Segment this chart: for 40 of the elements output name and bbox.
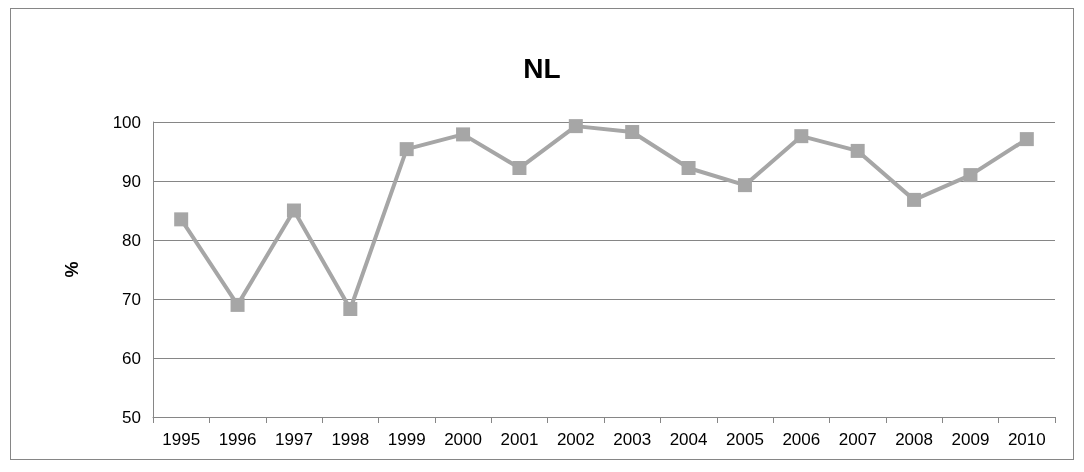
- point: [907, 192, 922, 207]
- point: [625, 125, 640, 140]
- x-tick-label: 2006: [782, 430, 821, 449]
- x-tick-label: 2007: [838, 430, 877, 449]
- y-tick-label: 70: [122, 289, 141, 309]
- point: [794, 129, 809, 144]
- x-tick-label: 1999: [387, 430, 426, 449]
- point: [512, 161, 527, 176]
- point: [568, 119, 583, 134]
- point: [456, 127, 471, 142]
- y-tick-label: 50: [122, 407, 141, 427]
- point: [343, 302, 358, 317]
- x-tick-label: 2000: [444, 430, 482, 449]
- point: [1019, 132, 1034, 147]
- y-axis-title: %: [62, 261, 82, 278]
- x-tick-label: 2008: [895, 430, 933, 449]
- x-tick-label: 1998: [331, 430, 370, 449]
- x-tick-label: 2002: [556, 430, 595, 449]
- point: [286, 203, 301, 218]
- point: [963, 168, 978, 183]
- x-tick-label: 2001: [500, 430, 539, 449]
- point: [737, 178, 752, 193]
- x-tick-label: 2009: [951, 430, 990, 449]
- chart-title: NL: [523, 52, 561, 84]
- point: [399, 142, 414, 157]
- y-tick-label: 100: [112, 112, 141, 132]
- point: [230, 297, 245, 312]
- x-tick-label: 2003: [613, 430, 652, 449]
- point: [681, 161, 696, 176]
- x-tick-label: 2010: [1007, 430, 1046, 449]
- point: [850, 143, 865, 158]
- y-tick-label: 80: [122, 230, 141, 250]
- x-tick-label: 1997: [275, 430, 313, 449]
- x-tick-label: 2004: [669, 430, 708, 449]
- x-tick-label: 1995: [162, 430, 201, 449]
- y-tick-label: 60: [122, 348, 141, 368]
- point: [174, 212, 189, 227]
- y-tick-label: 90: [122, 171, 141, 191]
- x-tick-label: 2005: [726, 430, 764, 449]
- x-tick-label: 1996: [218, 430, 257, 449]
